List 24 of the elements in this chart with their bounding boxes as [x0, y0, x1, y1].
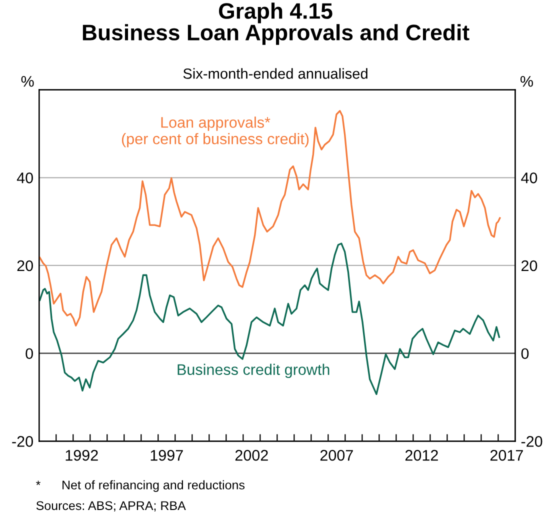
y2-tick-label: -20: [521, 436, 542, 447]
line-series: [39, 242, 500, 396]
line-series: [39, 110, 501, 326]
text: * Net of refinancing and reductions: [36, 480, 245, 492]
y-tick-label: 20: [17, 260, 33, 272]
chart-title: Graph 4.15 Business Loan Approvals and Credit: [82, 2, 470, 45]
series-label: Loan approvals* (per cent of business credit): [122, 116, 309, 148]
y2-tick-label: 40: [521, 172, 538, 184]
x-tick-label: 2007: [320, 450, 353, 461]
x-tick-label: 1992: [66, 450, 98, 461]
x-tick-label: 2012: [405, 450, 438, 461]
x-tick-label: 2017: [490, 450, 523, 461]
y-tick-label: -20: [12, 436, 33, 447]
series-label: Business credit growth: [178, 364, 330, 378]
y2-axis-title: %: [520, 76, 533, 87]
x-tick-label: 2002: [235, 450, 268, 461]
x-tick-label: 1997: [150, 450, 183, 461]
y-axis-title: %: [21, 76, 34, 87]
y2-tick-label: 20: [522, 260, 538, 272]
y-tick-label: 40: [16, 172, 33, 184]
chart-subtitle: Six-month-ended annualised: [183, 68, 368, 79]
y-tick-label: 0: [26, 348, 33, 360]
source-note: Sources: ABS; APRA; RBA: [36, 501, 186, 512]
y2-tick-label: 0: [521, 348, 529, 360]
